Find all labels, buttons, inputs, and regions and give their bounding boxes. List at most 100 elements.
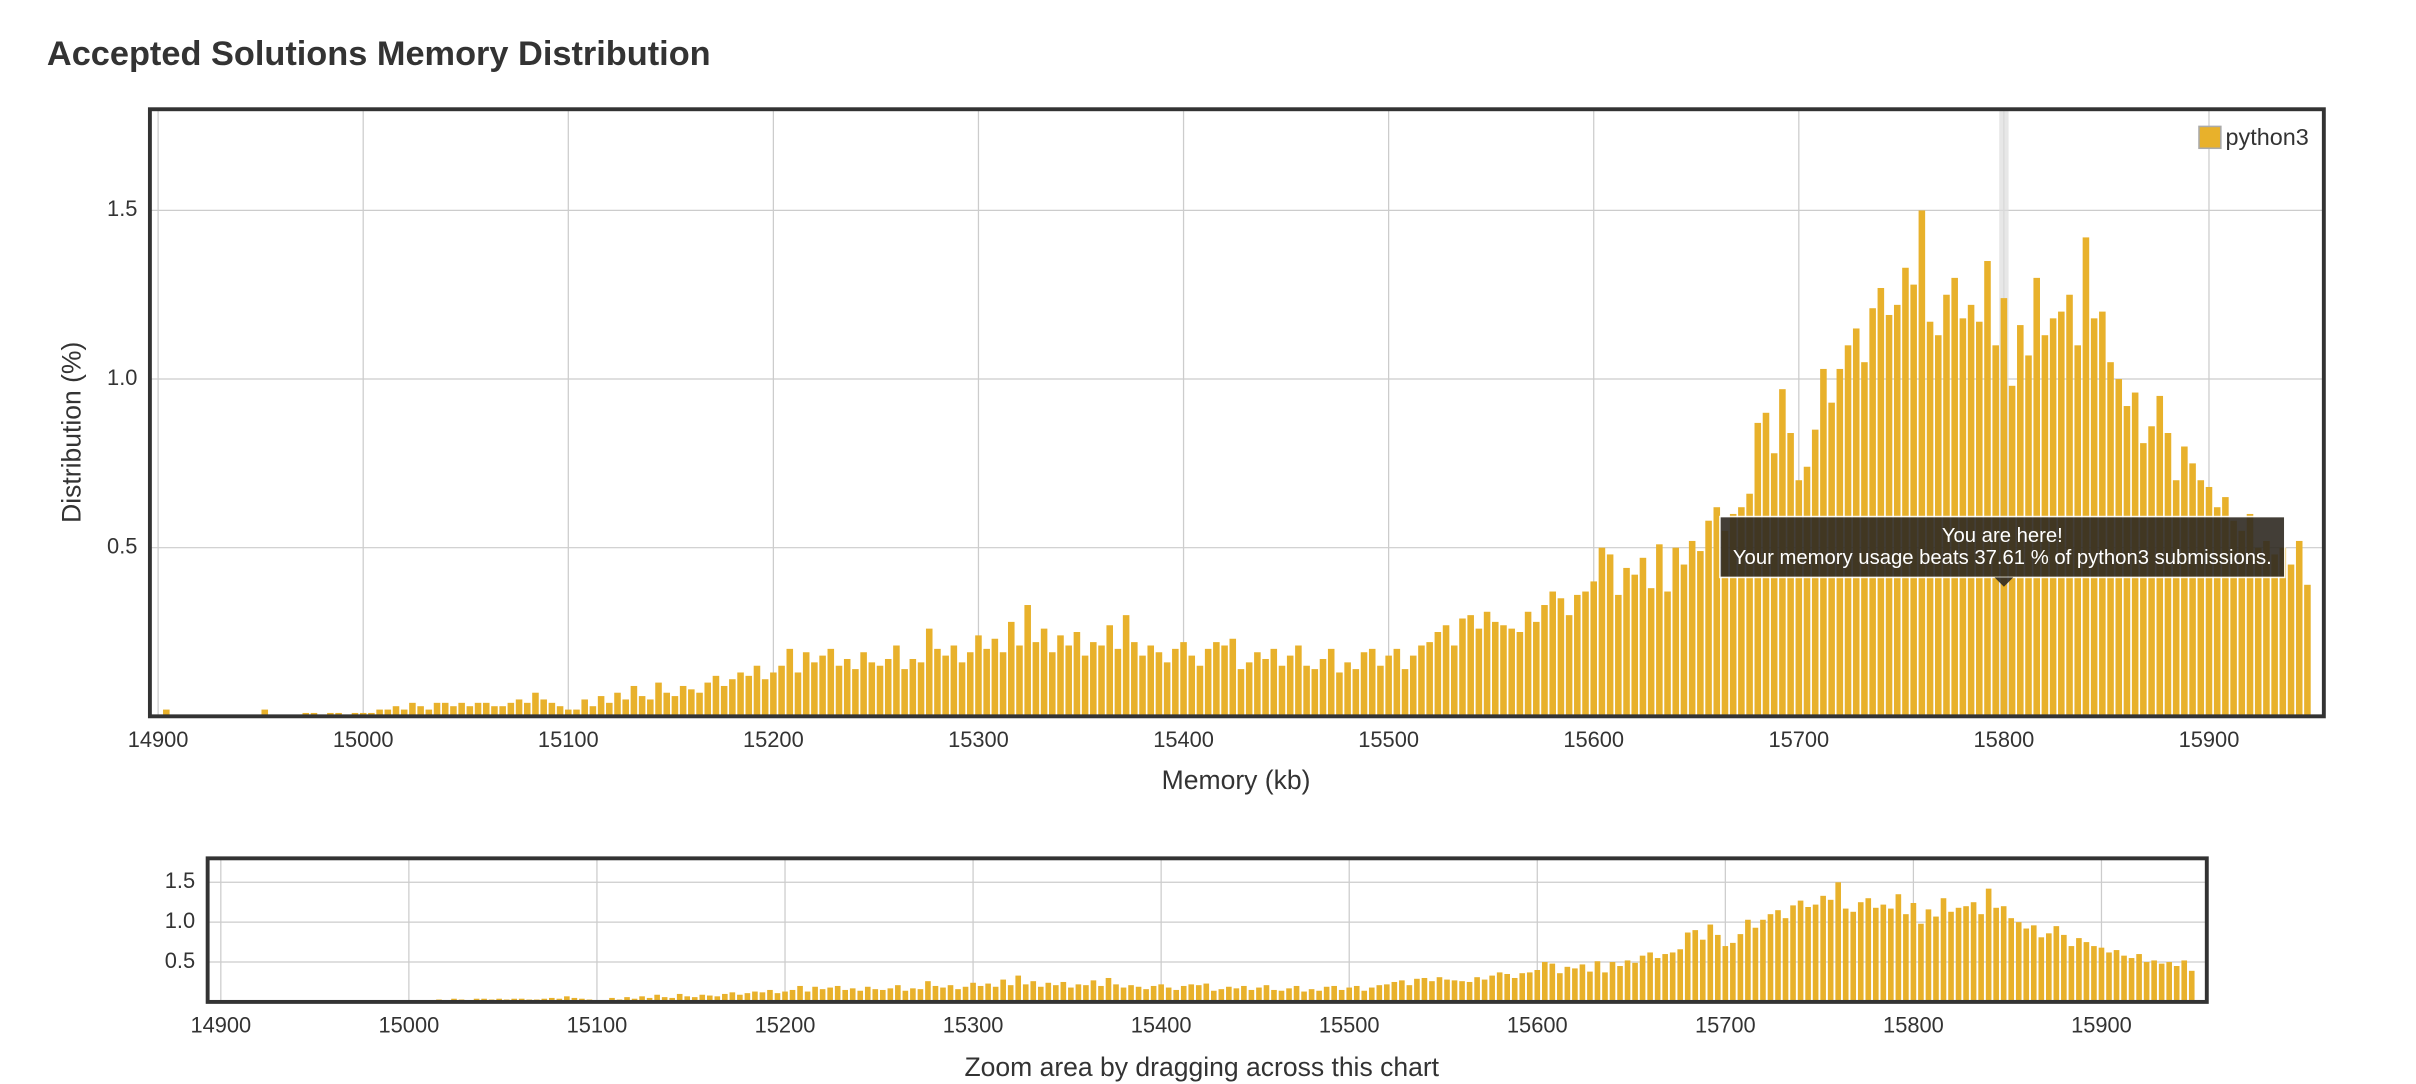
bar (548, 702, 556, 717)
bar (638, 696, 646, 717)
bar (1254, 652, 1261, 717)
bar (1500, 625, 1507, 717)
bar (1444, 979, 1450, 1002)
bar (1993, 907, 1999, 1002)
x-tick-label: 15000 (333, 727, 394, 752)
bar (2082, 237, 2090, 717)
chart-title: Accepted Solutions Memory Distribution (47, 35, 711, 73)
bar (857, 990, 864, 1002)
bar (1336, 672, 1343, 717)
bar (1565, 615, 1573, 717)
bar (1045, 982, 1052, 1002)
bar (1669, 952, 1676, 1002)
bar (811, 662, 818, 717)
bar (868, 662, 876, 717)
bar (1368, 987, 1375, 1002)
plot-frame[interactable] (205, 856, 2209, 1004)
bar (759, 992, 766, 1002)
bar (1504, 973, 1510, 1002)
bar (1483, 611, 1491, 717)
bar (2113, 950, 2120, 1002)
bar (962, 986, 969, 1002)
bar (1429, 981, 1435, 1002)
tooltip-title: You are here! (1942, 525, 2063, 547)
bar (1467, 615, 1474, 717)
bar (2151, 960, 2157, 1002)
bar (2166, 962, 2172, 1002)
x-tick-label: 15800 (1883, 1013, 1944, 1038)
bar (1869, 308, 1876, 717)
bar (1353, 985, 1360, 1002)
bar (1436, 977, 1443, 1002)
tooltip-pointer (1994, 577, 2014, 587)
bar (1587, 971, 1593, 1002)
bar (1721, 530, 1729, 717)
x-tick-label: 15700 (1768, 727, 1829, 752)
bar (1541, 962, 1548, 1002)
bar (654, 994, 660, 1002)
bar (1173, 989, 1179, 1002)
bar (1524, 611, 1532, 717)
bar (901, 669, 908, 717)
bar (691, 997, 698, 1002)
bar (679, 685, 687, 717)
bar (1820, 895, 1826, 1002)
bar (1895, 894, 1902, 1002)
bar (1632, 962, 1638, 1002)
x-tick-label: 15200 (743, 727, 804, 752)
bar (1918, 923, 1924, 1002)
bar (1083, 985, 1089, 1002)
bar (1053, 985, 1059, 1002)
bar (940, 987, 946, 1002)
bar (1338, 989, 1345, 1002)
bar (1857, 902, 1864, 1002)
bar (827, 987, 833, 1002)
bar (589, 706, 597, 717)
bar (1656, 544, 1663, 717)
bar (1745, 919, 1751, 1002)
bar (1746, 493, 1753, 717)
bar (2238, 530, 2246, 717)
bar (1738, 507, 1745, 717)
bar (1327, 648, 1335, 717)
bar (1459, 618, 1466, 717)
bar (1697, 551, 1704, 717)
bar (712, 675, 720, 717)
bar (573, 709, 580, 717)
bar (1737, 934, 1744, 1002)
bar (983, 648, 990, 717)
bar (1113, 984, 1119, 1002)
bar (1526, 972, 1533, 1002)
bar (1293, 985, 1300, 1002)
bar (1481, 979, 1488, 1002)
bar (1885, 314, 1893, 717)
x-tick-label: 15600 (1563, 727, 1624, 752)
bar (1795, 480, 1803, 717)
bar (2143, 962, 2150, 1002)
x-tick-label: 15300 (948, 727, 1009, 752)
bar (1090, 980, 1097, 1002)
bar (684, 996, 691, 1002)
bar (1984, 261, 1991, 717)
bar (2230, 520, 2237, 717)
y-tick-label: 1.0 (165, 908, 195, 933)
bar (507, 702, 515, 717)
bar (1812, 904, 1819, 1002)
bar (1060, 981, 1067, 1002)
bar (744, 993, 751, 1002)
navigator-label[interactable]: Zoom area by dragging across this chart (964, 1052, 1439, 1082)
bar (2295, 540, 2303, 717)
bar (696, 692, 703, 717)
bar (647, 699, 654, 717)
bar (1022, 984, 1029, 1002)
bar (1752, 927, 1759, 1002)
y-tick-label: 1.5 (107, 196, 137, 221)
bar (1155, 652, 1163, 717)
bar (722, 993, 728, 1002)
bar (704, 682, 712, 717)
bar (1624, 960, 1631, 1002)
bar (1590, 581, 1598, 717)
x-tick-label: 15300 (943, 1013, 1004, 1038)
bar (887, 988, 894, 1002)
bar (2033, 277, 2040, 717)
